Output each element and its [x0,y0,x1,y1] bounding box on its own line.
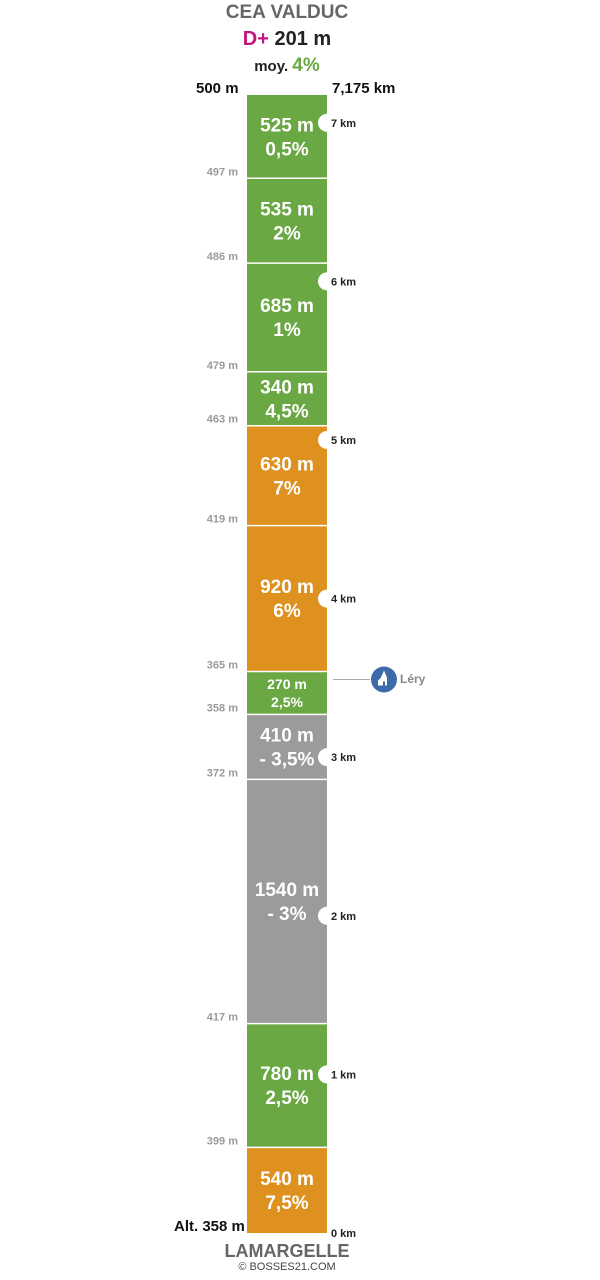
segment-length-label: 540 m [260,1169,314,1190]
segment-bar [247,425,327,526]
segment-gradient-label: - 3% [267,904,306,925]
dplus-label: D+ [242,28,269,50]
km-notch [318,430,327,449]
km-marker-label: 3 km [331,752,356,764]
summit-name: CEA VALDUC [225,2,349,23]
segment-gradient-label: 6% [273,601,301,622]
segment-bar [247,1147,327,1233]
segment-bar [247,714,327,780]
segment-gradient-label: - 3,5% [260,750,315,771]
segment-length-label: 780 m [260,1064,314,1085]
altitude-label: 358 m [207,702,238,714]
km-notch [318,748,327,767]
km-notch [318,906,327,925]
elevation-gain: D+ 201 m [0,28,574,51]
segment-length-label: 525 m [260,115,314,136]
segment-bar [247,178,327,264]
altitude-label: 419 m [207,514,238,526]
segment-gradient-label: 2,5% [265,1088,308,1109]
church-door [383,681,385,686]
altitude-label: 463 m [207,414,238,426]
km-marker-label: 1 km [331,1069,356,1081]
km-notch [318,272,327,291]
km-marker-label: 0 km [331,1228,356,1240]
base-name: LAMARGELLE [224,1241,350,1261]
segment-bar [247,671,327,715]
segment-gradient-label: 7% [273,478,301,499]
segment-gradient-label: 7,5% [265,1193,308,1214]
segment-length-label: 270 m [267,676,307,692]
base-altitude: Alt. 358 m [174,1218,245,1235]
average-gradient: moy. 4% [0,55,574,77]
avg-label: moy. [254,58,289,75]
km-notch [318,589,327,608]
km-notch [318,113,327,132]
segment-length-label: 1540 m [255,880,319,901]
avg-value: 4% [292,55,320,76]
segment-bar [247,1023,327,1148]
km-marker-label: 4 km [331,594,356,606]
altitude-label: 365 m [207,660,238,672]
segment-gradient-label: 1% [273,320,301,341]
km-marker-label: 2 km [331,911,356,923]
segment-length-label: 920 m [260,577,314,598]
segment-length-label: 410 m [260,726,314,747]
segment-gradient-label: 2% [273,223,301,244]
segment-bar [247,95,327,179]
segment-bar [247,371,327,426]
segment-length-label: 685 m [260,296,314,317]
segment-length-label: 630 m [260,454,314,475]
segment-gradient-label: 2,5% [271,694,303,710]
segment-bar [247,525,327,672]
km-notch [318,1065,327,1084]
km-marker-label: 6 km [331,276,356,288]
credit: © BOSSES21.COM [238,1261,336,1273]
segment-gradient-label: 4,5% [265,401,308,422]
poi-label: Léry [400,672,426,687]
altitude-label: 486 m [207,251,238,263]
altitude-label: 372 m [207,767,238,779]
segment-bar [247,263,327,372]
km-marker-label: 5 km [331,435,356,447]
altitude-label: 497 m [207,166,238,178]
segment-gradient-label: 0,5% [265,139,308,160]
altitude-label: 417 m [207,1012,238,1024]
dplus-value: 201 m [274,28,332,50]
km-marker-label: 7 km [331,118,356,130]
segment-length-label: 340 m [260,377,314,398]
top-altitude: 500 m [196,80,239,97]
segment-length-label: 535 m [260,199,314,220]
total-distance: 7,175 km [332,80,396,97]
segment-bar [247,779,327,1024]
altitude-label: 479 m [207,360,238,372]
altitude-label: 399 m [207,1135,238,1147]
